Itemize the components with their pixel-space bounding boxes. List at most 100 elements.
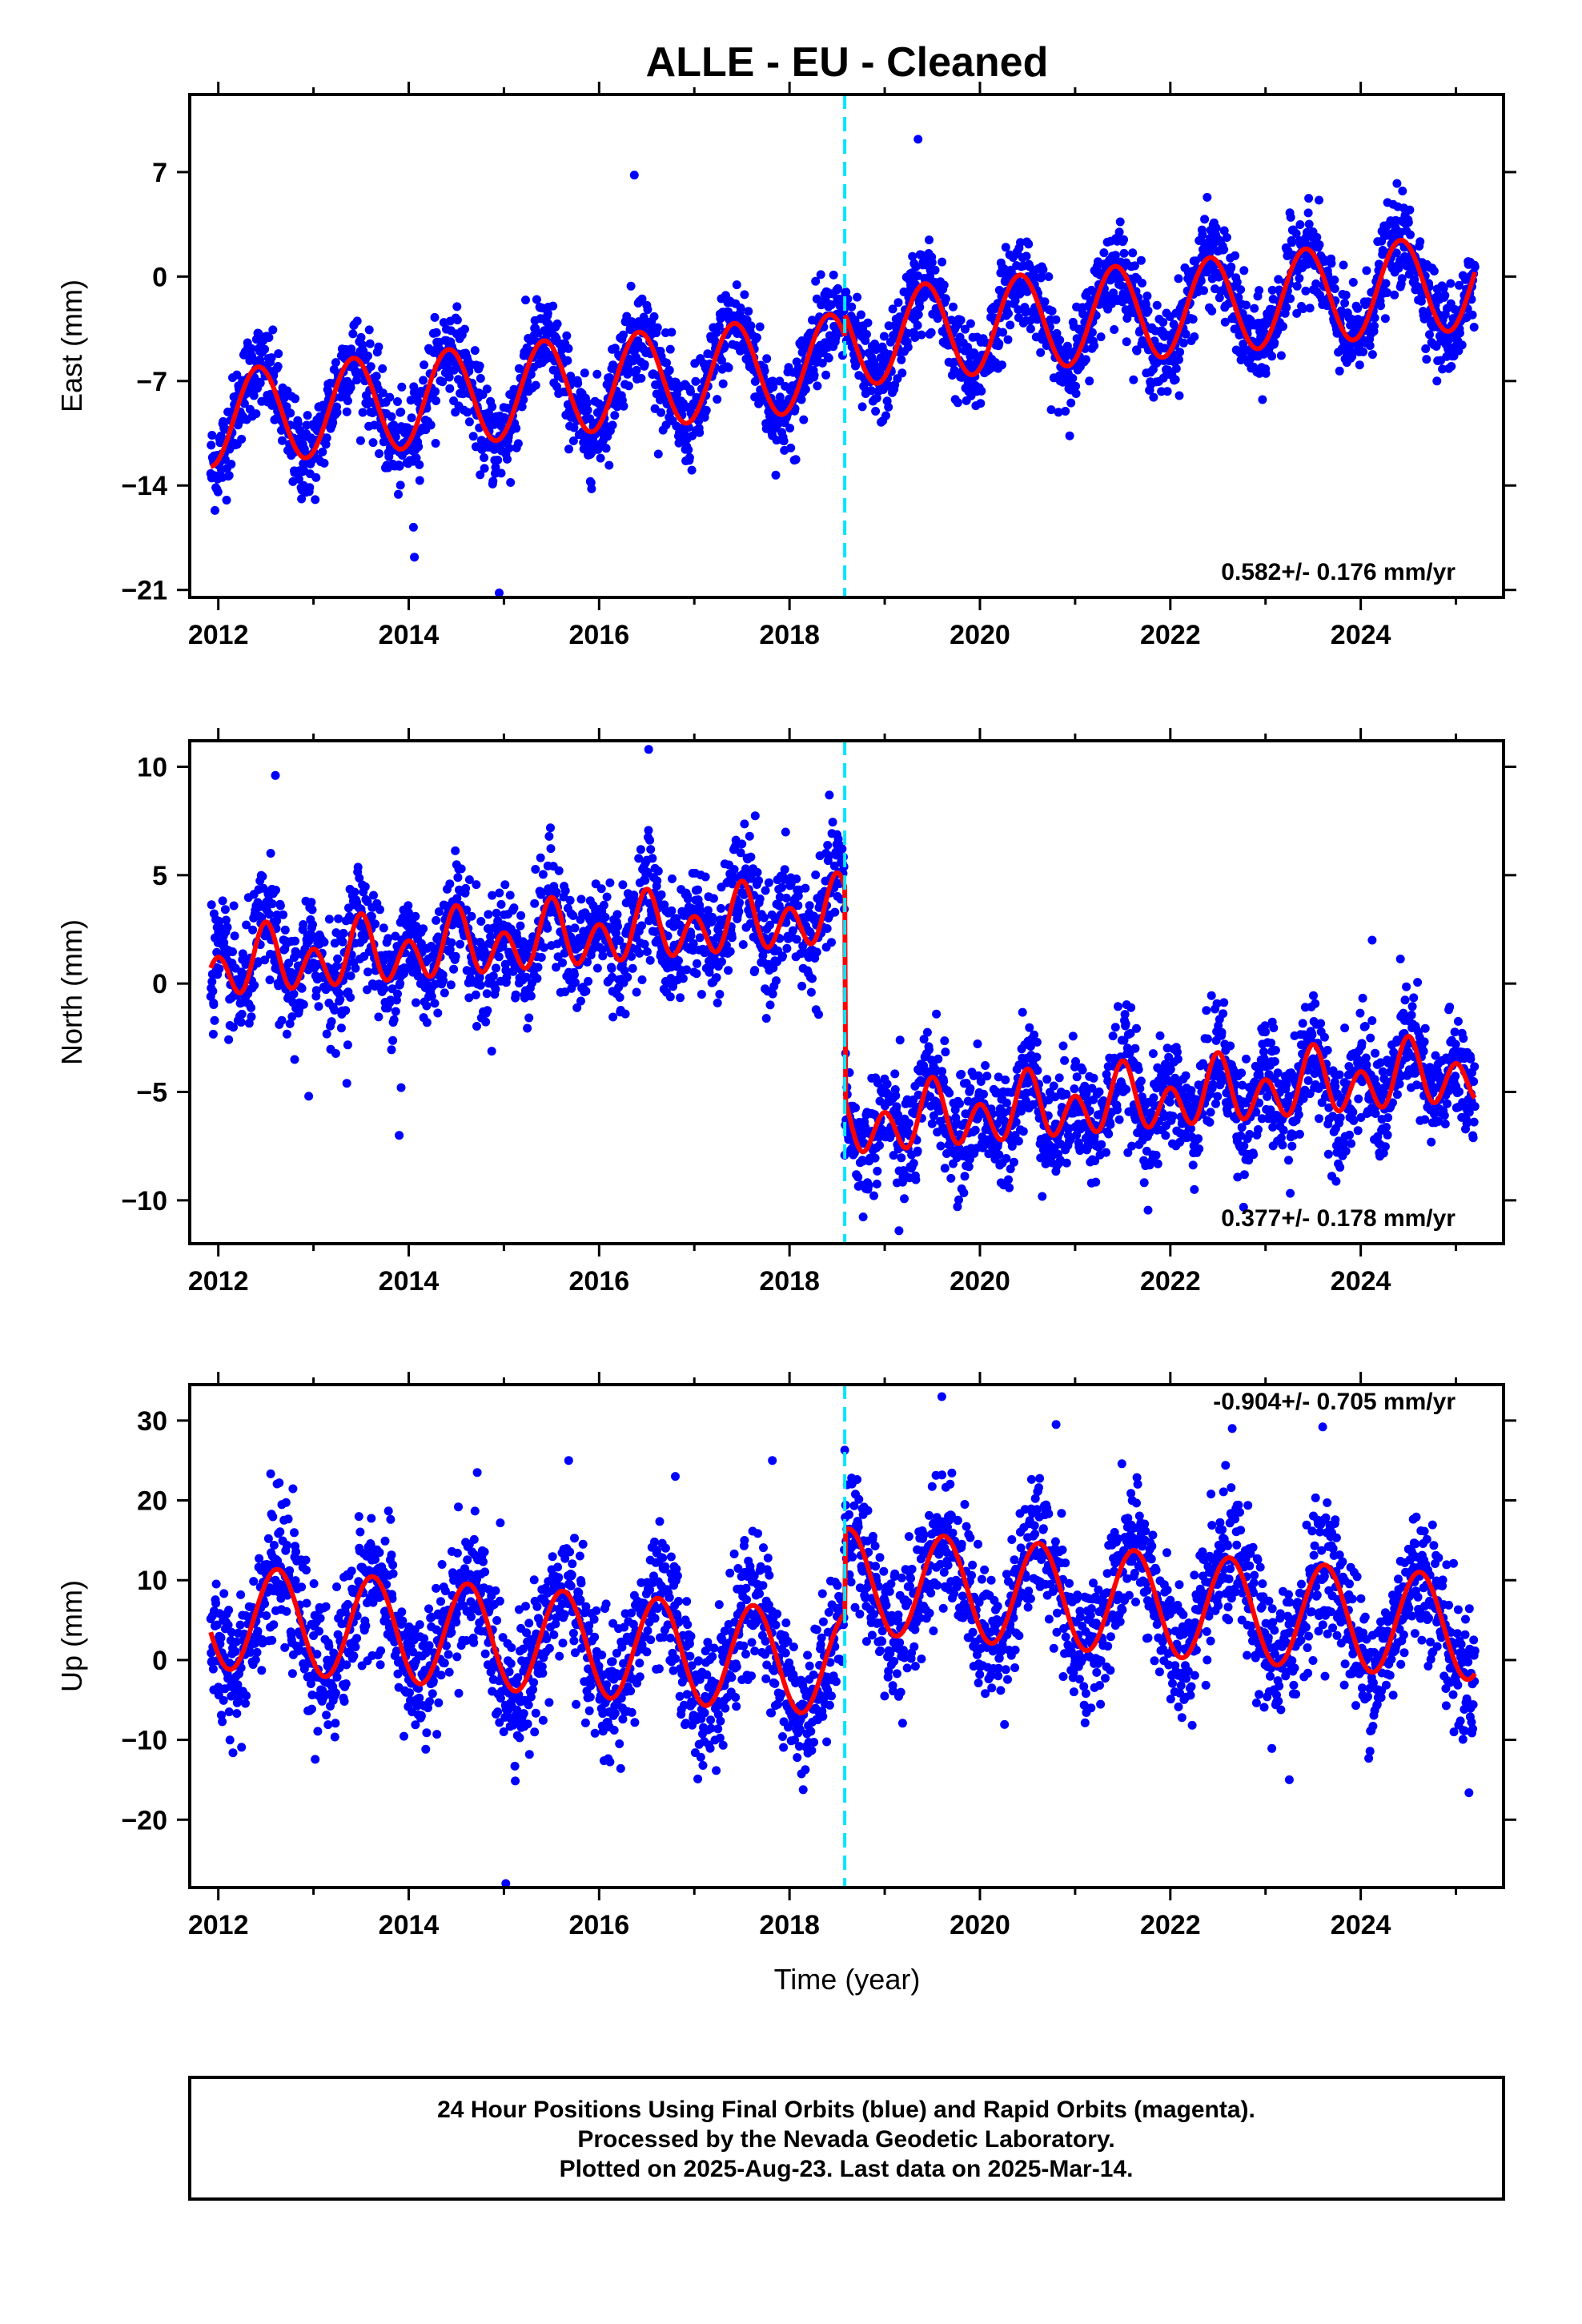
data-point [1456,328,1464,338]
data-point [415,476,424,485]
data-point [882,1080,892,1089]
data-point [268,325,278,335]
data-point [1255,286,1264,296]
data-point [801,883,810,893]
data-point [1397,274,1407,283]
data-point [692,969,701,979]
data-point [1130,261,1139,271]
data-point [367,911,376,921]
data-point [492,963,500,973]
data-point [1016,238,1025,247]
data-point [285,1019,295,1028]
data-point [560,886,570,895]
data-point [822,924,832,933]
data-point [419,376,428,385]
data-point [548,301,558,311]
data-point [754,876,764,886]
data-point [998,328,1008,337]
data-point [576,996,585,1006]
data-point [925,235,934,245]
outlier-point [408,522,418,532]
data-point [342,407,351,416]
data-point [468,432,478,441]
outlier-point [789,456,799,465]
data-point [780,865,789,875]
data-point [1076,326,1086,336]
data-point [724,966,733,975]
data-point [584,976,593,986]
data-point [1348,278,1358,287]
data-point [1367,350,1377,360]
data-point [612,910,622,919]
data-point [1198,230,1207,239]
data-point [311,472,321,482]
data-point [1129,375,1138,384]
data-point [613,922,622,931]
data-point [740,819,749,829]
data-point [917,330,926,340]
data-point [543,923,552,933]
data-point [1279,322,1287,332]
data-point [291,936,300,946]
data-point [881,411,890,420]
data-point [360,882,370,891]
data-point [1270,338,1279,348]
data-point [334,914,343,923]
data-point [858,1212,868,1222]
data-point [332,408,342,417]
data-point [279,393,289,403]
data-point [1022,251,1031,261]
data-point [420,360,429,370]
data-point [628,963,637,973]
data-point [452,302,462,312]
data-point [562,331,572,340]
data-point [255,355,265,364]
data-point [358,408,367,417]
data-point [653,866,663,876]
data-point [891,1091,901,1100]
data-point [812,947,821,957]
data-point [686,931,696,940]
data-point [395,461,404,471]
data-point [764,878,773,887]
data-point [308,920,317,929]
data-point [277,1015,287,1025]
data-point [322,1029,331,1039]
data-point [242,920,251,930]
x-tick-label: 2018 [759,620,820,650]
data-point [753,867,762,877]
data-point [351,963,360,973]
data-point [432,915,441,925]
data-point [1203,192,1212,202]
data-point [1171,364,1181,373]
data-point [1335,366,1344,376]
data-point [430,999,440,1008]
data-point [311,495,320,505]
data-point [1071,381,1080,391]
data-point [503,454,512,464]
data-point [829,270,838,279]
data-point [1055,336,1065,345]
x-tick-label: 2014 [379,620,440,650]
east-y-axis-label: East (mm) [55,279,88,412]
data-point [294,474,303,484]
data-point [433,1008,443,1018]
data-point [973,1039,982,1048]
outlier-point [506,478,516,487]
data-point [563,356,572,365]
data-point [610,411,620,420]
data-point [1046,405,1056,415]
data-point [222,496,231,505]
data-point [583,398,592,408]
data-point [396,480,405,490]
data-point [1440,291,1450,300]
north-panel: 2012 2014 2016 2018 2020 2022 20241050−5−10Nor… [55,728,1516,1297]
data-point [1042,1075,1052,1084]
chart-title: ALLE - EU - Cleaned [646,39,1049,86]
data-point [319,938,329,947]
data-point [264,333,274,342]
data-point [768,989,777,999]
data-point [484,910,493,919]
data-point [720,342,729,352]
